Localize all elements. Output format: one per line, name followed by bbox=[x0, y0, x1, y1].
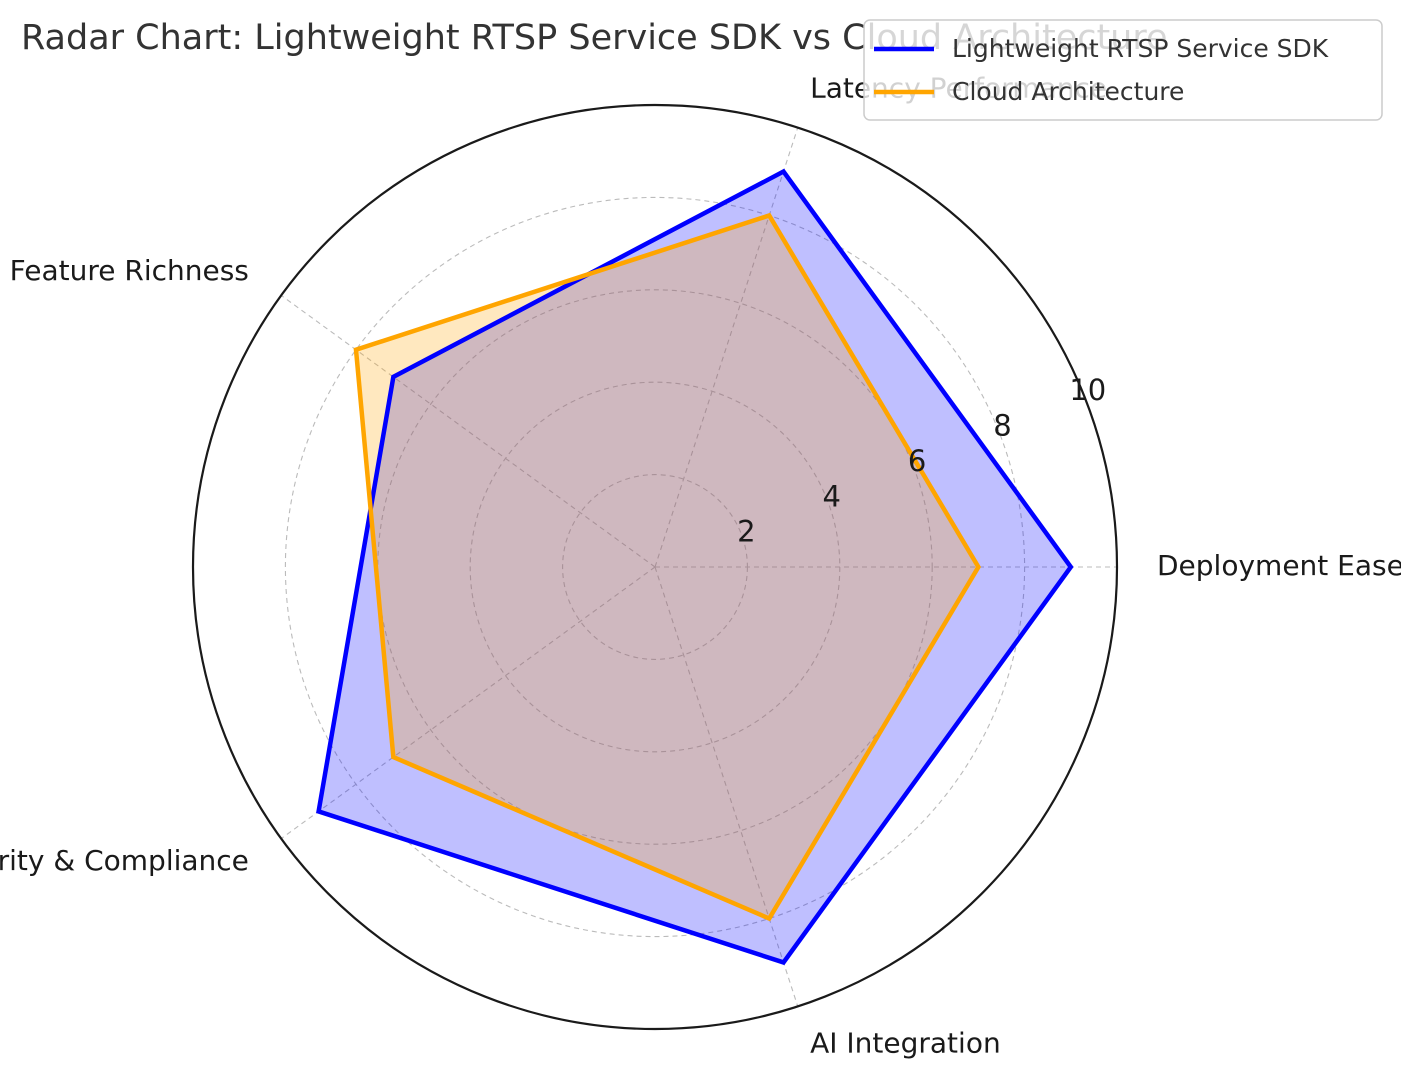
category-label: Deployment Ease bbox=[1157, 549, 1401, 582]
outer-ring bbox=[191, 103, 1119, 1031]
radial-tick-label: 10 bbox=[1069, 373, 1106, 407]
grid-circle bbox=[377, 289, 933, 845]
radial-tick-labels: 2 4 6 8 10 bbox=[737, 373, 1106, 548]
series-area-2 bbox=[355, 215, 979, 919]
category-label: Security & Compliance bbox=[0, 844, 249, 877]
legend-frame bbox=[863, 19, 1383, 121]
radial-tick-label: 6 bbox=[908, 444, 926, 478]
series-line-1 bbox=[316, 168, 1074, 966]
radial-tick-label: 8 bbox=[993, 409, 1011, 443]
series-layer bbox=[316, 168, 1074, 966]
legend-label: Cloud Architecture bbox=[952, 77, 1184, 106]
legend: Lightweight RTSP Service SDK Cloud Archit… bbox=[863, 19, 1383, 121]
legend-items: Lightweight RTSP Service SDK Cloud Archit… bbox=[874, 34, 1329, 106]
spokes bbox=[280, 127, 1117, 1007]
series-area-1 bbox=[318, 171, 1071, 963]
category-label: AI Integration bbox=[810, 1026, 1001, 1059]
radial-tick-label: 4 bbox=[822, 479, 840, 513]
grid-spoke bbox=[280, 566, 656, 840]
grid-spoke bbox=[654, 566, 799, 1007]
grid-spoke bbox=[280, 294, 656, 568]
series-line-2 bbox=[353, 212, 982, 922]
legend-label: Lightweight RTSP Service SDK bbox=[952, 34, 1329, 63]
grid-spoke bbox=[654, 127, 799, 568]
category-label: Feature Richness bbox=[10, 254, 249, 287]
radial-tick-label: 2 bbox=[737, 515, 755, 549]
